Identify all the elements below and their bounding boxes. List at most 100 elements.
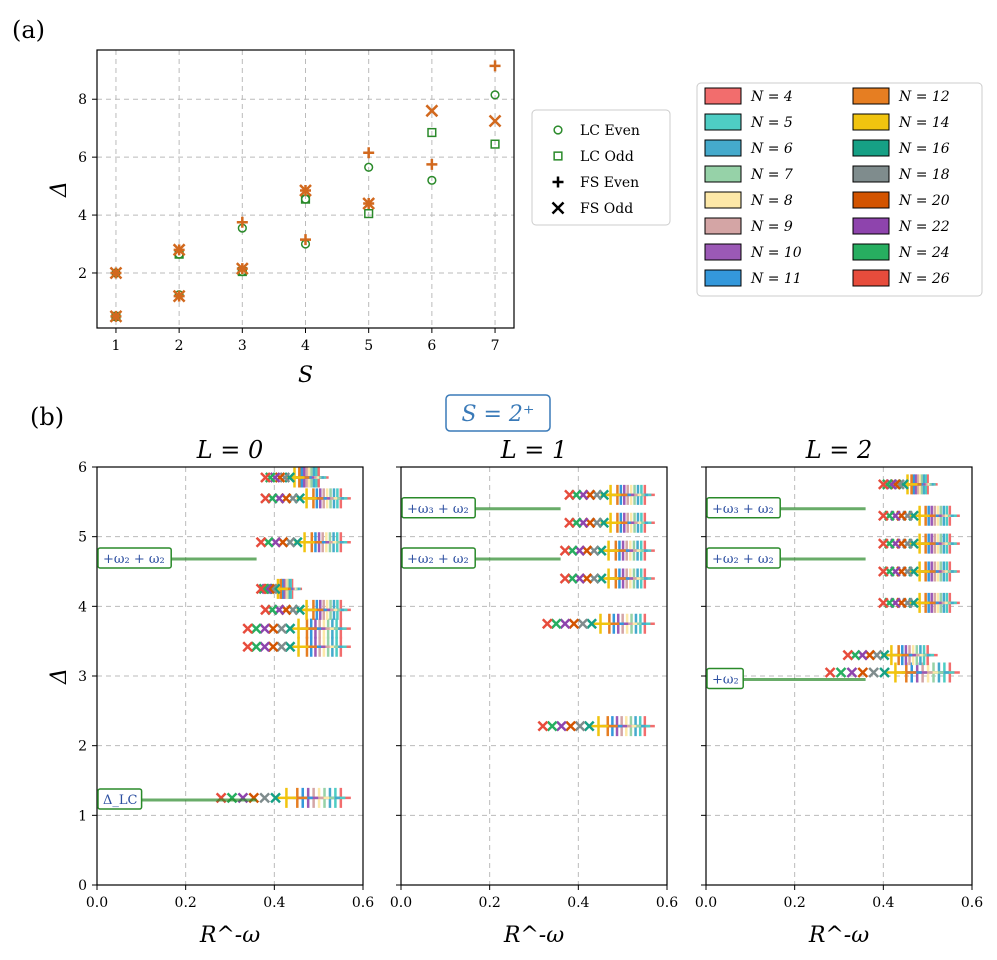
level-marker [284, 641, 296, 653]
reference-label: +ω₃ + ω₂ [407, 502, 469, 517]
legend-marker [553, 125, 563, 135]
reference-box [97, 547, 172, 569]
level-marker [574, 720, 586, 732]
level-marker [259, 641, 271, 653]
level-marker [824, 667, 836, 678]
legend-label: N = 24 [898, 245, 950, 261]
legend-label: N = 4 [750, 89, 793, 105]
level-marker [258, 583, 270, 595]
x-tick-label: 0.4 [567, 895, 589, 911]
legend-marker [551, 201, 565, 215]
legend-label: LC Odd [580, 149, 634, 165]
legend-swatch [704, 165, 742, 183]
level-marker [898, 479, 909, 490]
y-tick-label: 1 [78, 808, 87, 824]
x-tick-label: 6 [427, 338, 436, 354]
legend-label: N = 18 [898, 167, 950, 183]
reference-label: +ω₂ + ω₂ [407, 552, 469, 567]
level-marker [259, 792, 271, 804]
legend-swatch [852, 139, 890, 157]
reference-label: +ω₂ [712, 672, 739, 687]
x-tick-label: 0.2 [479, 895, 501, 911]
point-lc-odd [427, 127, 437, 138]
chart-b-l0: L = 0 0.0 0.2 0.4 0.6 0 1 2 3 4 5 6 R^-ω Δ Δ_LC +ω₂ + ω… [47, 436, 374, 948]
legend-marker [553, 151, 563, 161]
point-lc-odd [364, 209, 374, 219]
level-marker [568, 618, 580, 630]
level-marker [260, 604, 271, 616]
y-tick-label: 8 [78, 92, 87, 108]
legend-label: N = 5 [750, 115, 793, 131]
legend-label: N = 20 [898, 193, 950, 209]
level-marker [565, 720, 577, 732]
panel-title: L = 2 [805, 436, 873, 464]
legend-swatch [852, 269, 890, 287]
level-marker [537, 720, 549, 732]
level-marker [559, 573, 571, 584]
legend-frame [531, 109, 671, 226]
legend-label: FS Odd [580, 201, 633, 217]
y-tick-label: 6 [78, 150, 87, 166]
level-marker [877, 566, 889, 577]
level-marker [846, 667, 858, 678]
point-lc-even [490, 90, 500, 100]
x-tick-label: 3 [238, 338, 247, 354]
point-fs-odd [109, 310, 123, 323]
chart-a: 1 2 3 4 5 6 7 2 4 6 8 S Δ [47, 49, 515, 388]
x-tick-label: 1 [111, 338, 120, 354]
point-fs-odd [425, 104, 439, 118]
level-marker [541, 618, 553, 630]
y-tick-label: 4 [78, 599, 87, 615]
level-marker [270, 792, 281, 804]
x-tick-label: 2 [175, 338, 184, 354]
point-fs-even [363, 147, 375, 159]
point-fs-even [300, 234, 311, 246]
level-marker [284, 623, 296, 635]
y-axis-label: Δ [47, 668, 72, 685]
legend-swatch [704, 269, 742, 287]
level-marker [556, 720, 567, 732]
level-marker [879, 667, 890, 678]
y-tick-label: 6 [78, 460, 87, 476]
legend-label: FS Even [580, 175, 639, 191]
level-marker [550, 618, 562, 630]
legend-label: N = 7 [750, 167, 793, 183]
point-fs-odd [362, 197, 376, 210]
point-fs-even [236, 216, 248, 228]
y-tick-label: 5 [78, 530, 87, 546]
point-lc-even [427, 175, 437, 185]
x-axis-label: R^-ω [503, 923, 564, 948]
level-marker [583, 720, 595, 732]
level-marker [276, 787, 297, 808]
reference-label: Δ_LC [103, 793, 138, 808]
level-marker [276, 623, 287, 635]
reference-label: +ω₂ + ω₂ [712, 552, 774, 567]
level-marker [877, 597, 889, 609]
chart-b-l2: L = 2 0.0 0.2 0.4 0.6 R^-ω +ω₂ +ω₂ + ω₂ +ω₃ + ω₂ [695, 436, 983, 948]
level-marker [242, 623, 254, 635]
level-marker [890, 479, 901, 490]
sector-label-text: S = 2⁺ [461, 402, 534, 427]
reference-label: +ω₂ + ω₂ [103, 552, 165, 567]
legend-swatch [704, 113, 742, 131]
legend-label: N = 9 [750, 219, 793, 235]
point-fs-odd [488, 114, 502, 128]
x-tick-label: 0.0 [390, 895, 412, 911]
x-tick-label: 0.0 [695, 895, 717, 911]
x-tick-label: 0.2 [175, 895, 197, 911]
legend-label: LC Even [580, 123, 640, 139]
level-marker [577, 618, 589, 630]
level-marker [857, 667, 869, 678]
level-marker [242, 641, 254, 653]
level-marker [885, 662, 906, 683]
level-marker [877, 510, 889, 522]
reference-box [401, 497, 476, 519]
y-tick-label: 3 [78, 669, 87, 685]
level-marker [559, 545, 571, 556]
x-tick-label: 0.6 [961, 895, 983, 911]
x-axis-label: S [298, 363, 313, 388]
legend-swatch [704, 191, 742, 209]
level-marker [894, 479, 905, 490]
level-marker [259, 623, 271, 635]
